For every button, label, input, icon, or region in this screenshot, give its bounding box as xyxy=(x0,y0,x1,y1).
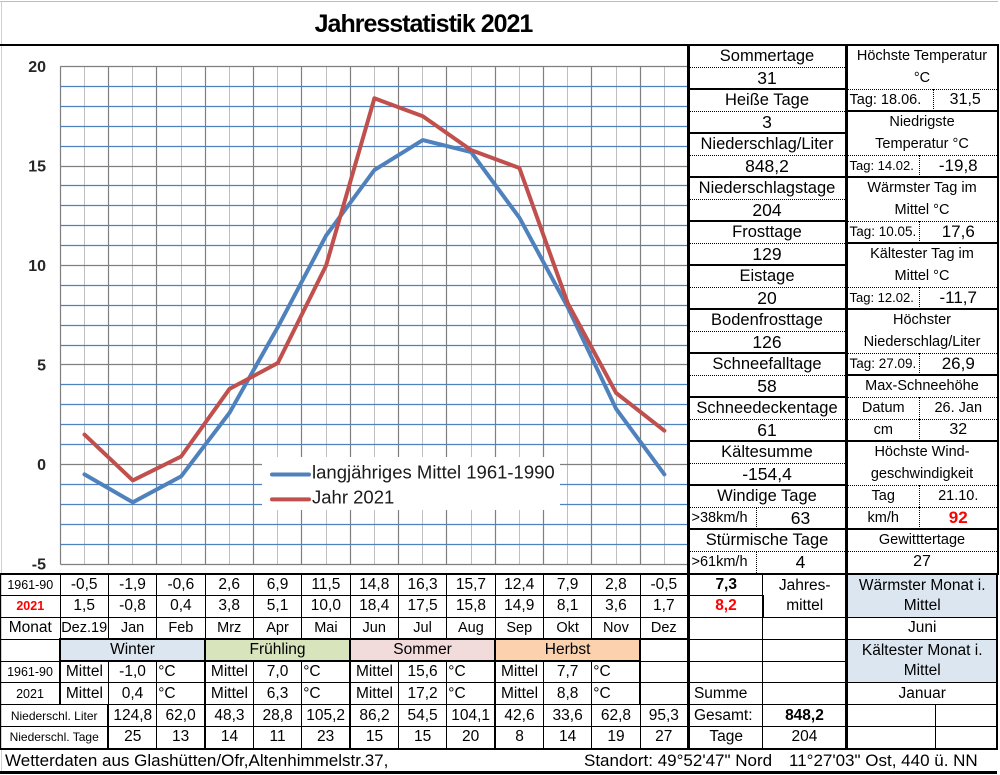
svg-text:5: 5 xyxy=(37,358,46,375)
svg-text:0: 0 xyxy=(37,457,46,474)
svg-text:langjähriges Mittel 1961-1990: langjähriges Mittel 1961-1990 xyxy=(312,462,555,483)
svg-text:-5: -5 xyxy=(32,557,46,574)
svg-text:20: 20 xyxy=(28,59,46,76)
svg-text:15: 15 xyxy=(28,159,46,176)
svg-text:Jahr 2021: Jahr 2021 xyxy=(312,487,394,508)
svg-text:10: 10 xyxy=(28,258,46,275)
